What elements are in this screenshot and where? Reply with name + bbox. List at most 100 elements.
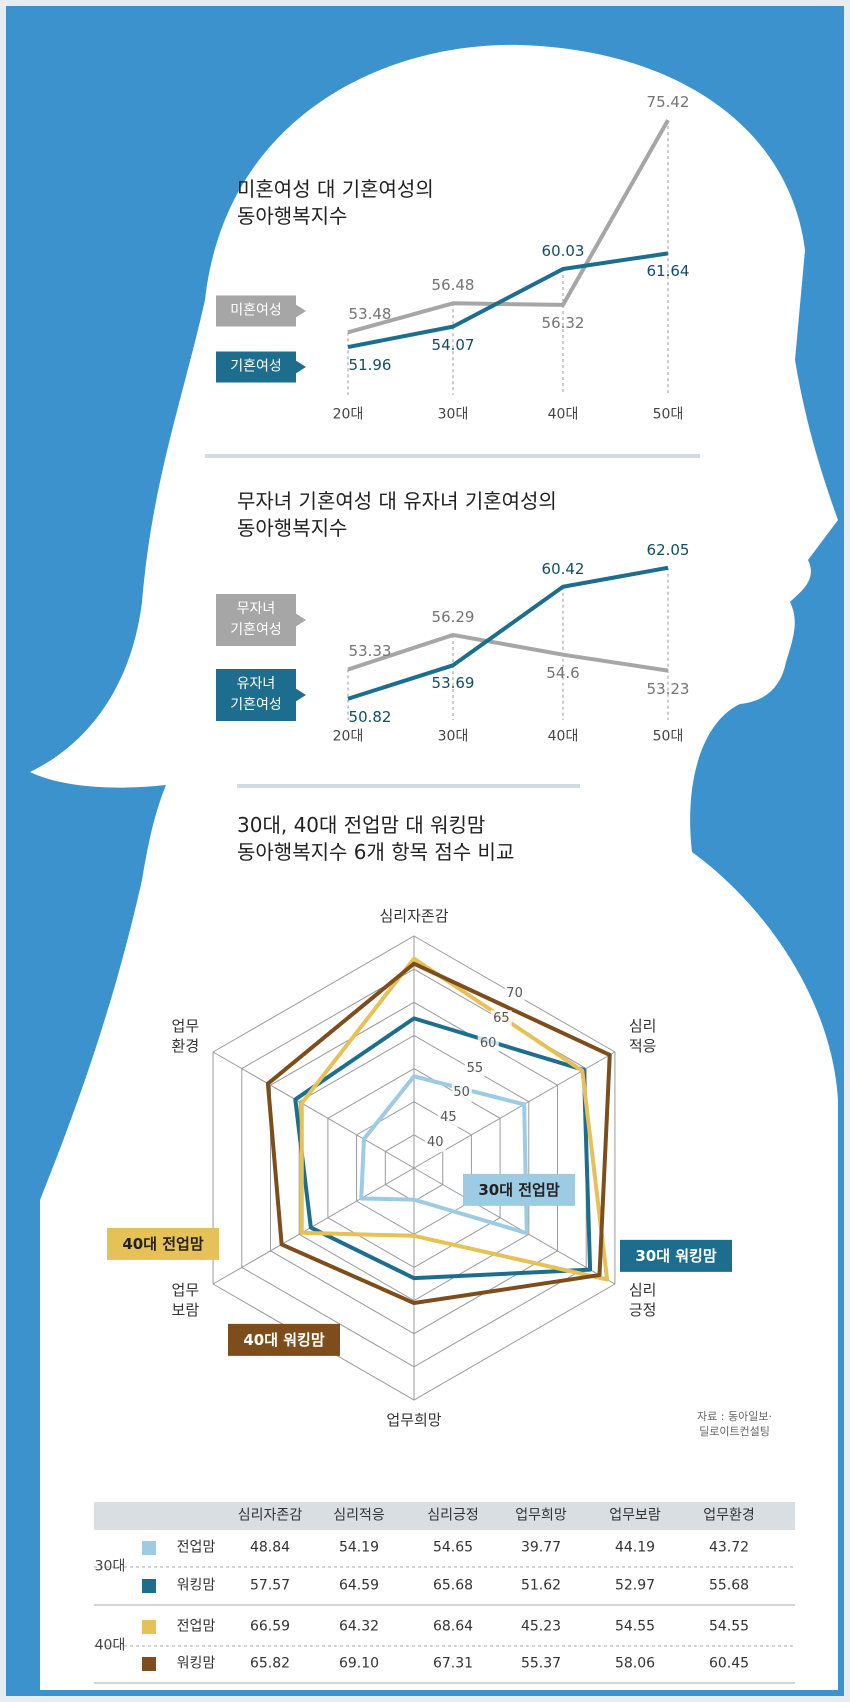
- table-cell: 55.68: [708, 1577, 750, 1594]
- table-header: 심리긍정: [427, 1507, 479, 1524]
- table-cell: 60.45: [708, 1655, 750, 1672]
- row-swatch: [142, 1579, 156, 1593]
- table-row-name: 워킹맘: [176, 1577, 216, 1594]
- legend-pointer: [295, 304, 306, 318]
- source: 자료 : 동아일보·딜로이트컨설팅: [697, 1410, 772, 1438]
- series-line: [347, 119, 670, 335]
- table-header: 업무보람: [609, 1507, 661, 1524]
- table-cell: 43.72: [708, 1539, 750, 1556]
- x-tick-label: 40대: [547, 406, 579, 423]
- table-cell: 68.64: [432, 1618, 474, 1635]
- table-cell: 51.62: [520, 1577, 562, 1594]
- axis-label: 심리자존감: [379, 906, 449, 925]
- table-cell: 64.32: [338, 1618, 380, 1635]
- table-group: 30대: [94, 1558, 126, 1575]
- legend-label: 30대 전업맘: [463, 1173, 575, 1207]
- table-row-name: 워킹맘: [176, 1655, 216, 1672]
- legend-label: 40대 전업맘: [107, 1227, 219, 1261]
- data-label: 53.48: [348, 305, 392, 324]
- table-cell: 54.55: [708, 1618, 750, 1635]
- chart-title: 미혼여성 대 기혼여성의 동아행복지수: [237, 177, 434, 228]
- row-swatch: [142, 1620, 156, 1634]
- table-cell: 54.55: [614, 1618, 656, 1635]
- table-cell: 58.06: [614, 1655, 656, 1672]
- data-label: 54.6: [546, 663, 580, 682]
- axis-label: 심리 적응: [628, 1016, 657, 1055]
- table-cell: 65.68: [432, 1577, 474, 1594]
- series-line: [299, 956, 610, 1282]
- x-tick-label: 20대: [332, 406, 364, 423]
- data-label: 60.42: [541, 559, 585, 578]
- table-cell: 66.59: [249, 1618, 291, 1635]
- series-line: [347, 565, 669, 701]
- row-swatch: [142, 1657, 156, 1671]
- table-header: 심리적응: [333, 1507, 385, 1524]
- series-line: [347, 251, 669, 349]
- data-label: 62.05: [646, 540, 690, 559]
- x-tick-label: 40대: [547, 728, 579, 745]
- legend-label: 40대 워킹맘: [228, 1323, 340, 1357]
- legend-pointer: [295, 360, 306, 374]
- table-row-name: 전업맘: [176, 1618, 216, 1635]
- table-cell: 55.37: [520, 1655, 562, 1672]
- row-swatch: [142, 1541, 156, 1555]
- data-label: 61.64: [646, 262, 690, 281]
- table-cell: 67.31: [432, 1655, 474, 1672]
- r-tick-label: 40: [424, 1134, 446, 1152]
- x-tick-label: 20대: [332, 728, 364, 745]
- table-header-bg: [94, 1502, 795, 1530]
- legend-pointer: [295, 688, 306, 702]
- x-tick-label: 50대: [652, 406, 684, 423]
- table-cell: 45.23: [520, 1618, 562, 1635]
- table-header: 심리자존감: [237, 1507, 303, 1524]
- legend-pointer: [295, 613, 306, 627]
- axis-label: 업무 환경: [171, 1016, 200, 1055]
- axis-label: 심리 긍정: [628, 1280, 657, 1319]
- table-cell: 54.65: [432, 1539, 474, 1556]
- table-cell: 57.57: [249, 1577, 291, 1594]
- series-line: [347, 632, 669, 673]
- legend-label: 무자녀 기혼여성: [216, 594, 296, 646]
- table-cell: 52.97: [614, 1577, 656, 1594]
- table-cell: 69.10: [338, 1655, 380, 1672]
- series-line: [359, 1074, 529, 1236]
- data-label: 56.32: [541, 313, 585, 332]
- table-cell: 44.19: [614, 1539, 656, 1556]
- legend-label: 30대 워킹맘: [620, 1239, 732, 1273]
- chart-title: 무자녀 기혼여성 대 유자녀 기혼여성의 동아행복지수: [237, 489, 557, 540]
- table-row-name: 전업맘: [176, 1539, 216, 1556]
- axis-label: 업무 보람: [171, 1280, 200, 1319]
- spoke: [413, 1167, 616, 1285]
- table-cell: 48.84: [249, 1539, 291, 1556]
- table-group: 40대: [94, 1637, 126, 1654]
- data-label: 60.03: [541, 241, 585, 260]
- table-cell: 39.77: [520, 1539, 562, 1556]
- table-cell: 65.82: [249, 1655, 291, 1672]
- data-label: 56.48: [431, 276, 475, 295]
- x-tick-label: 30대: [437, 728, 469, 745]
- r-tick-label: 50: [451, 1084, 472, 1103]
- r-tick-label: 70: [504, 985, 525, 1003]
- r-tick-label: 60: [477, 1034, 499, 1053]
- chart-title: 30대, 40대 전업맘 대 워킹맘 동아행복지수 6개 항목 점수 비교: [237, 813, 515, 864]
- x-tick-label: 30대: [437, 406, 469, 423]
- table-cell: 54.19: [338, 1539, 380, 1556]
- data-label: 53.69: [431, 674, 475, 693]
- x-tick-label: 50대: [652, 728, 684, 745]
- r-tick-label: 55: [464, 1059, 486, 1078]
- table-header: 업무희망: [515, 1507, 567, 1524]
- data-label: 51.96: [348, 355, 392, 374]
- series-line: [265, 961, 612, 1306]
- axis-label: 업무희망: [386, 1410, 442, 1429]
- data-label: 56.29: [431, 607, 475, 626]
- r-tick-label: 65: [491, 1009, 512, 1028]
- legend-label: 유자녀 기혼여성: [216, 669, 296, 721]
- data-label: 53.23: [646, 679, 690, 698]
- spoke: [212, 1167, 415, 1285]
- data-label: 53.33: [348, 642, 392, 661]
- data-label: 54.07: [431, 335, 475, 354]
- legend-label: 기혼여성: [216, 351, 296, 383]
